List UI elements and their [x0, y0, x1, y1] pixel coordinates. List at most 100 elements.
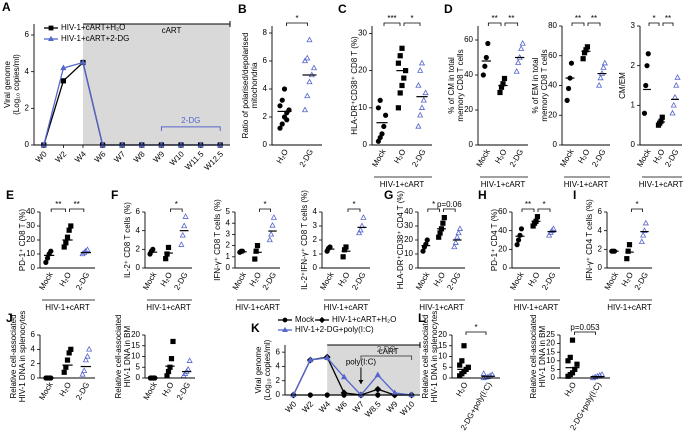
group-label: HIV-1+cART	[564, 180, 609, 189]
x-tick-label: W6	[93, 149, 108, 164]
legend-label: HIV-1+cART+H₂O	[61, 23, 125, 32]
x-tick-label: W2	[53, 149, 68, 164]
y-tick-label: 6	[263, 56, 268, 65]
group-label: HIV-1+cART	[481, 180, 526, 189]
x-tick-label: W0	[283, 399, 298, 414]
x-tick-label: H₂O	[159, 271, 174, 289]
dot	[306, 36, 313, 43]
dot	[517, 232, 523, 238]
y-tick-label: 10	[131, 352, 140, 361]
dot	[61, 369, 67, 375]
dot	[640, 231, 647, 238]
legend-label: HIV-1+2-DG+poly(I:C)	[295, 325, 374, 334]
x-tick-label: H₂O	[392, 148, 407, 166]
y-tick-label: 4	[313, 207, 318, 216]
panel-letter: G	[384, 188, 393, 202]
y-tick-label: 2	[631, 61, 636, 70]
dot	[179, 231, 186, 238]
significance-label: *	[635, 200, 638, 209]
y-tick-label: 10	[438, 352, 447, 361]
y-tick-label: 0	[469, 140, 474, 149]
y-tick-label: 10	[358, 103, 367, 112]
y-tick-label: 5	[226, 207, 231, 216]
x-tick-label: W4	[73, 149, 88, 164]
y-axis-label: memory CD8 T cells	[540, 49, 549, 121]
y-tick-label: 0	[263, 140, 268, 149]
dot	[343, 244, 349, 250]
x-tick-label: W10	[398, 399, 416, 417]
significance-label: *	[652, 14, 655, 23]
dot	[625, 248, 631, 254]
y-tick-label: 0	[313, 263, 318, 272]
dot	[401, 75, 407, 81]
y-axis-label: % of CM in total	[447, 57, 456, 114]
dot	[440, 220, 446, 226]
dot	[279, 97, 285, 103]
y-tick-label: 0	[136, 263, 141, 272]
x-tick-label: W9	[385, 399, 400, 414]
y-tick-label: 40	[404, 207, 413, 216]
y-tick-label: 60	[548, 51, 557, 60]
y-axis-label: (Log₁₀ copies/ml)	[12, 54, 21, 115]
dot	[641, 227, 648, 233]
dot	[284, 117, 290, 123]
dot	[253, 248, 259, 254]
group-label: HIV-1+cART	[639, 180, 684, 189]
x-tick-label: W8	[132, 149, 147, 164]
dot	[269, 221, 276, 228]
series-line	[292, 357, 412, 396]
dot	[415, 122, 422, 129]
y-tick-label: 0	[25, 140, 30, 149]
x-tick-label: 2-DG	[445, 271, 462, 292]
y-tick-label: 15	[546, 347, 555, 356]
dot	[277, 103, 283, 109]
panel-letter: H	[478, 188, 487, 202]
x-tick-label: 2-DG	[633, 271, 650, 292]
dot	[437, 230, 443, 236]
significance-label: *	[410, 14, 413, 23]
dot	[357, 226, 364, 233]
dot	[165, 368, 172, 375]
x-tick-label: Mock	[414, 270, 432, 292]
significance-label: p=0.06	[437, 200, 462, 209]
group-label: HIV-1+cART	[380, 180, 425, 189]
dot	[459, 358, 465, 364]
significance-label: **	[591, 14, 597, 23]
dot	[182, 213, 189, 219]
y-tick-label: 5	[551, 365, 556, 374]
dot	[310, 64, 318, 71]
x-tick-label: W2	[300, 399, 315, 414]
cart-label: cART	[379, 347, 399, 356]
x-tick-label: H₂O	[58, 381, 73, 399]
y-tick-label: 6	[25, 30, 30, 39]
dot	[61, 244, 67, 250]
y-tick-label: 15	[438, 341, 447, 350]
dot	[356, 229, 363, 236]
y-axis-label: mitochondria	[250, 62, 259, 108]
dot	[397, 53, 403, 59]
x-tick-label: Mock	[635, 147, 653, 169]
dot	[567, 354, 573, 360]
significance-label: **	[508, 14, 514, 23]
y-axis-label: HLA-DR⁺CD38⁺ CD4 T (%)	[396, 190, 405, 289]
dot	[279, 121, 285, 127]
dot	[501, 75, 508, 82]
dot	[164, 251, 170, 257]
x-tick-label: 2-DG	[172, 271, 189, 292]
y-tick-label: 40	[26, 207, 35, 216]
y-tick-label: 2	[598, 244, 603, 253]
dot	[518, 226, 525, 232]
dot	[624, 256, 630, 262]
y-tick-label: 0	[136, 373, 141, 382]
x-tick-label: H₂O	[493, 148, 508, 166]
dot	[84, 246, 91, 252]
legend-label: HIV-1+cART+H₂O	[332, 315, 396, 324]
dot	[436, 234, 442, 240]
dot	[546, 231, 553, 238]
dot	[86, 345, 93, 352]
y-axis-label: HLA-DR⁺CD38⁺ CD8 T (%)	[350, 36, 359, 135]
significance-label: **	[55, 200, 61, 209]
y-axis-label: Relative cell-associated	[421, 314, 430, 398]
x-tick-label: Mock	[370, 147, 388, 169]
dot	[324, 354, 331, 361]
